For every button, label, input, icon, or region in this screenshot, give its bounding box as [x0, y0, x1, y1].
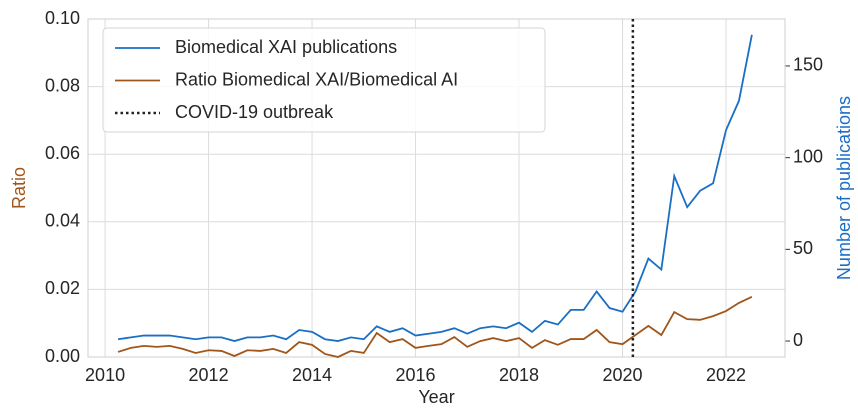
legend-label: Biomedical XAI publications — [175, 37, 397, 57]
y-tick-label: 0.06 — [45, 143, 80, 163]
series-line — [117, 34, 753, 342]
x-tick-label: 2018 — [499, 365, 539, 385]
x-tick-label: 2022 — [706, 365, 746, 385]
x-tick-label: 2020 — [602, 365, 642, 385]
series-line — [117, 296, 753, 358]
y2-tick-label: 150 — [793, 55, 823, 75]
legend-box — [102, 27, 546, 133]
y-tick-label: 0.10 — [45, 8, 80, 28]
y2-tick-label: 50 — [793, 238, 813, 258]
y2-tick-label: 100 — [793, 146, 823, 166]
y-tick-label: 0.08 — [45, 75, 80, 95]
y-axis-label: Ratio — [9, 167, 29, 209]
legend-label: COVID-19 outbreak — [175, 102, 334, 122]
x-tick-label: 2016 — [396, 365, 436, 385]
y2-tick-label: 0 — [793, 330, 803, 350]
y-tick-label: 0.00 — [45, 346, 80, 366]
x-axis-label: Year — [418, 387, 454, 407]
y-tick-label: 0.04 — [45, 211, 80, 231]
plot-frame — [87, 18, 786, 358]
legend-label: Ratio Biomedical XAI/Biomedical AI — [175, 69, 458, 89]
x-tick-label: 2014 — [292, 365, 332, 385]
y2-axis-label: Number of publications — [834, 96, 854, 280]
x-tick-label: 2012 — [189, 365, 229, 385]
y-tick-label: 0.02 — [45, 278, 80, 298]
x-tick-label: 2010 — [85, 365, 125, 385]
